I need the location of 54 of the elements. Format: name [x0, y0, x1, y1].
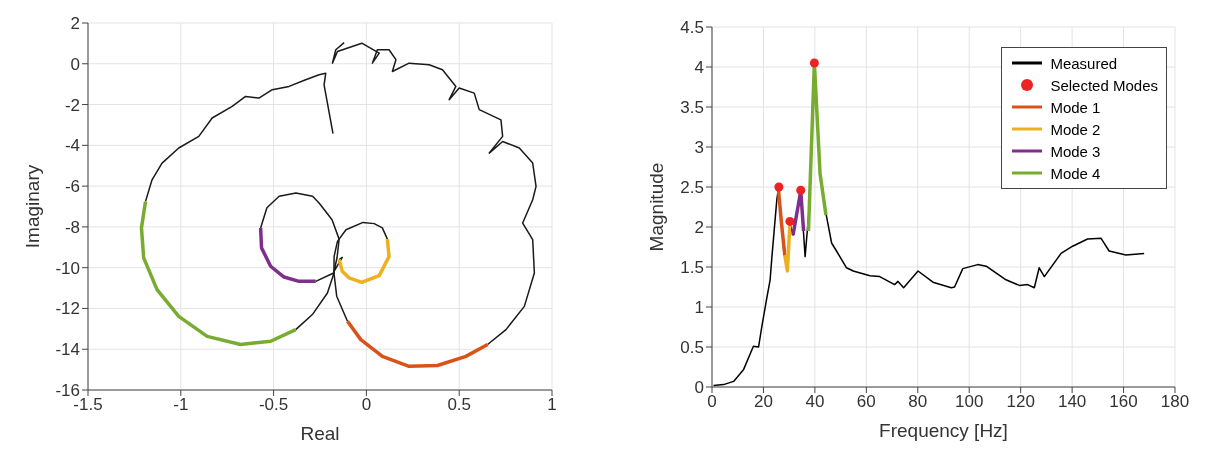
y-tick-label: 2.5 [680, 178, 704, 198]
y-tick-label: 3.5 [680, 98, 704, 118]
x-tick-label: 60 [856, 392, 876, 412]
y-tick-label: -4 [64, 136, 80, 156]
x-axis-title: Real [300, 423, 340, 444]
y-tick-label: -8 [64, 217, 80, 237]
legend-label: Mode 4 [1050, 164, 1101, 182]
y-tick-label: -12 [55, 299, 80, 319]
point [809, 58, 819, 68]
x-tick-label: 100 [955, 392, 984, 412]
point [785, 216, 795, 226]
y-axis-title: Magnitude [645, 162, 667, 252]
legend-label: Measured [1050, 54, 1118, 72]
x-tick-label: 160 [1109, 392, 1138, 412]
x-tick-label: 120 [1006, 392, 1035, 412]
x-tick-label: -0.5 [258, 395, 289, 415]
x-tick-label: 140 [1057, 392, 1087, 412]
y-tick-label: -6 [64, 177, 80, 197]
x-axis-title: Frequency [Hz] [879, 420, 1008, 441]
y-tick-label: 3 [694, 138, 704, 158]
y-tick-label: -10 [55, 258, 80, 278]
y-tick-label: 4 [694, 58, 704, 78]
x-tick-label: 1 [547, 395, 557, 415]
x-tick-label: 0.5 [447, 395, 472, 415]
x-tick-label: 80 [908, 392, 928, 412]
y-tick-label: 4.5 [680, 18, 704, 38]
line-series [139, 199, 298, 347]
x-tick-label: 0 [361, 395, 372, 415]
line-series [345, 319, 490, 369]
x-tick-label: 20 [753, 392, 773, 412]
x-tick-label: 180 [1160, 392, 1190, 412]
y-tick-label: 0.5 [680, 338, 704, 358]
y-tick-label: 2 [694, 218, 704, 238]
y-tick-label: 0 [694, 378, 704, 398]
legend-label: Selected Modes [1050, 76, 1158, 94]
y-tick-label: -2 [64, 95, 80, 115]
x-tick-label: 40 [805, 392, 825, 412]
y-axis-title: Imaginary [21, 164, 43, 249]
legend-label: Mode 2 [1050, 120, 1101, 138]
point [796, 185, 806, 195]
line-series [331, 41, 537, 346]
y-tick-label: 2 [70, 14, 80, 34]
x-tick-label: 0 [707, 392, 717, 412]
y-tick-label: 1 [694, 298, 704, 318]
point [774, 182, 784, 192]
line-series [258, 226, 318, 284]
legend-label: Mode 3 [1050, 142, 1101, 160]
line-series [337, 237, 391, 285]
y-tick-label: -14 [55, 340, 80, 360]
y-tick-label: 1.5 [680, 258, 704, 278]
line-series [144, 72, 334, 203]
legend-label: Mode 1 [1050, 98, 1101, 116]
y-tick-label: 0 [70, 54, 80, 74]
x-tick-label: -1 [173, 395, 189, 415]
